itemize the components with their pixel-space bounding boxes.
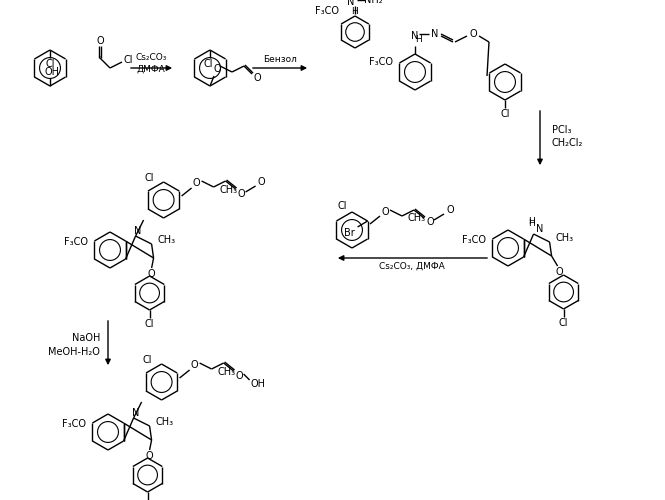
Text: CH₃: CH₃ — [555, 233, 574, 243]
Text: Cs₂CO₃, ДМФА: Cs₂CO₃, ДМФА — [379, 262, 445, 270]
Text: Cl: Cl — [145, 319, 154, 329]
Text: O: O — [258, 177, 265, 187]
Text: H: H — [528, 220, 535, 228]
Text: H: H — [352, 6, 358, 16]
Text: NH₂: NH₂ — [364, 0, 382, 5]
Text: O: O — [146, 451, 154, 461]
Text: N: N — [347, 0, 354, 7]
Text: Cl: Cl — [500, 109, 510, 119]
Text: O: O — [426, 217, 434, 227]
Text: Cl: Cl — [559, 318, 569, 328]
Text: N: N — [535, 224, 543, 234]
Text: NaOH: NaOH — [72, 333, 100, 343]
Text: H: H — [528, 218, 535, 226]
Text: ДМФА: ДМФА — [136, 64, 166, 74]
Text: O: O — [238, 189, 245, 199]
Text: H: H — [416, 36, 422, 44]
Text: CH₃: CH₃ — [156, 417, 174, 427]
Text: O: O — [381, 207, 389, 217]
Text: F₃CO: F₃CO — [315, 6, 339, 16]
Text: Br: Br — [344, 228, 355, 238]
Text: CH₃: CH₃ — [219, 185, 237, 195]
Text: N: N — [134, 226, 141, 236]
Text: Cl: Cl — [337, 201, 346, 211]
Text: O: O — [96, 36, 104, 46]
Text: O: O — [446, 205, 454, 215]
Text: Cl: Cl — [143, 355, 152, 365]
Text: CH₃: CH₃ — [407, 213, 425, 223]
Text: MeOH-H₂O: MeOH-H₂O — [48, 347, 100, 357]
Text: O: O — [148, 269, 156, 279]
Text: Cl: Cl — [145, 173, 154, 183]
Text: O: O — [253, 73, 261, 83]
Text: CH₃: CH₃ — [217, 367, 235, 377]
Text: F₃CO: F₃CO — [62, 419, 86, 429]
Text: N: N — [432, 29, 439, 39]
Text: O: O — [469, 29, 477, 39]
Text: O: O — [191, 360, 198, 370]
Text: Cl: Cl — [203, 59, 213, 69]
Text: O: O — [556, 267, 563, 277]
Text: N: N — [412, 31, 419, 41]
Text: O: O — [193, 178, 200, 188]
Text: OH: OH — [250, 379, 265, 389]
Text: CH₂Cl₂: CH₂Cl₂ — [552, 138, 583, 148]
Text: F₃CO: F₃CO — [369, 57, 393, 67]
Text: F₃CO: F₃CO — [462, 235, 486, 245]
Text: Бензол: Бензол — [263, 56, 297, 64]
Text: N: N — [132, 408, 139, 418]
Text: CH₃: CH₃ — [158, 235, 176, 245]
Text: O: O — [236, 371, 243, 381]
Text: Cl: Cl — [123, 55, 133, 65]
Text: Cs₂CO₃: Cs₂CO₃ — [135, 54, 167, 62]
Text: PCl₃: PCl₃ — [552, 125, 571, 135]
Text: Cl: Cl — [45, 59, 55, 69]
Text: O: O — [213, 64, 221, 74]
Text: F₃CO: F₃CO — [64, 237, 88, 247]
Text: OH: OH — [45, 67, 59, 77]
